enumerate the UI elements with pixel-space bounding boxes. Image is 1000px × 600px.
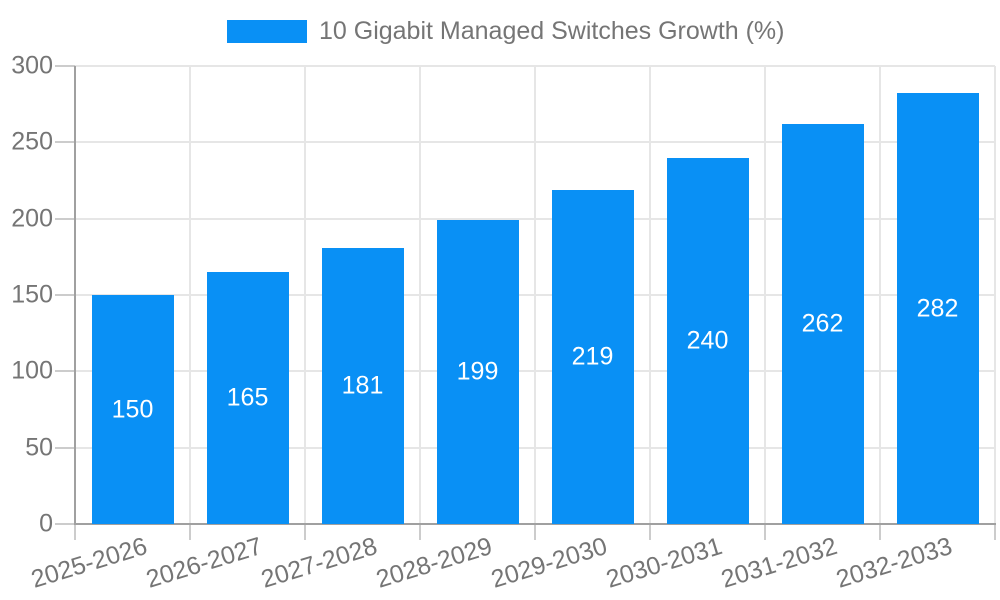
x-axis-tick — [994, 524, 996, 540]
x-gridline — [419, 66, 421, 524]
x-gridline — [649, 66, 651, 524]
bar[interactable] — [436, 220, 519, 524]
x-axis-tick — [419, 524, 421, 540]
x-axis-label: 2026-2027 — [142, 532, 266, 594]
x-gridline — [189, 66, 191, 524]
bar[interactable] — [206, 272, 289, 524]
y-axis-tick — [55, 65, 75, 67]
x-axis-label: 2032-2033 — [832, 532, 956, 594]
bar[interactable] — [321, 247, 404, 524]
y-axis-tick — [55, 523, 75, 525]
x-gridline — [879, 66, 881, 524]
x-axis-tick — [189, 524, 191, 540]
x-axis-tick — [304, 524, 306, 540]
legend-item[interactable]: 10 Gigabit Managed Switches Growth (%) — [227, 17, 785, 46]
bar[interactable] — [91, 295, 174, 524]
y-axis-label: 0 — [39, 509, 53, 538]
x-axis-label: 2028-2029 — [372, 532, 496, 594]
x-axis-label: 2029-2030 — [487, 532, 611, 594]
x-gridline — [534, 66, 536, 524]
legend-label: 10 Gigabit Managed Switches Growth (%) — [319, 17, 785, 45]
y-axis-tick — [55, 370, 75, 373]
x-axis-label: 2030-2031 — [602, 532, 726, 594]
y-axis-label: 300 — [11, 51, 53, 80]
x-gridline — [994, 66, 996, 524]
y-axis-label: 100 — [11, 356, 53, 385]
y-axis-tick — [55, 217, 75, 220]
bar[interactable] — [781, 124, 864, 524]
legend-swatch-icon — [227, 20, 307, 43]
y-axis-tick — [55, 446, 75, 449]
x-gridline — [304, 66, 306, 524]
x-gridline — [764, 66, 766, 524]
x-axis-tick — [74, 524, 76, 540]
x-axis-tick — [649, 524, 651, 540]
bar[interactable] — [551, 189, 634, 524]
bar[interactable] — [666, 157, 749, 524]
bar[interactable] — [896, 93, 979, 524]
y-axis-label: 150 — [11, 280, 53, 309]
x-axis-tick — [879, 524, 881, 540]
x-axis-label: 2027-2028 — [257, 532, 381, 594]
x-axis-tick — [534, 524, 536, 540]
x-axis-label: 2025-2026 — [27, 532, 151, 594]
y-axis-label: 250 — [11, 127, 53, 156]
y-axis-label: 50 — [25, 433, 53, 462]
y-axis-tick — [55, 141, 75, 144]
y-axis-label: 200 — [11, 204, 53, 233]
y-axis-tick — [55, 294, 75, 296]
y-axis-line — [74, 66, 76, 524]
y-gridline — [75, 65, 995, 67]
x-axis-tick — [764, 524, 766, 540]
x-axis-label: 2031-2032 — [717, 532, 841, 594]
